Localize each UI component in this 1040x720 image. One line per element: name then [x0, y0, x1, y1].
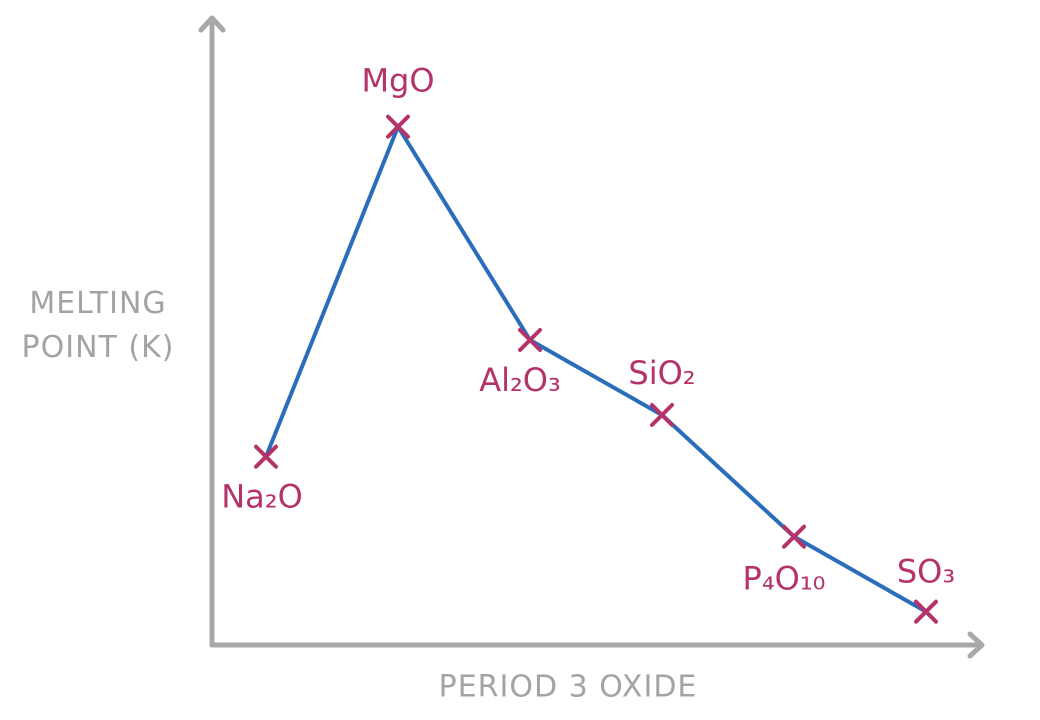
point-label: MgO — [361, 62, 434, 100]
point-label: Na₂O — [221, 478, 303, 516]
x-axis — [209, 631, 985, 659]
marker — [386, 114, 410, 139]
x-axis-label: PERIOD 3 OXIDE — [439, 670, 698, 705]
marker — [914, 599, 938, 624]
axes — [198, 15, 985, 659]
point-label: Al₂O₃ — [479, 361, 561, 399]
marker — [650, 403, 674, 427]
point-label: SiO₂ — [628, 354, 695, 392]
point-label: P₄O₁₀ — [743, 560, 826, 598]
marker — [254, 444, 278, 469]
line — [264, 124, 927, 614]
marker — [782, 524, 806, 549]
point-label: SO₃ — [897, 553, 955, 591]
y-axis-label: MELTING POINT (K) — [21, 286, 175, 365]
y-axis — [198, 15, 226, 648]
marker — [518, 328, 542, 352]
